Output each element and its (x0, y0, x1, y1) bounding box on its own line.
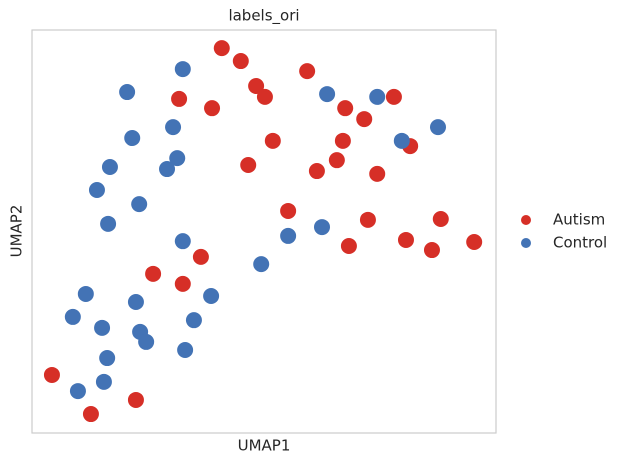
point (82, 406, 99, 423)
point (127, 294, 144, 311)
point (340, 238, 357, 255)
point (334, 132, 351, 149)
point (174, 233, 191, 250)
point (43, 366, 60, 383)
point (397, 231, 414, 248)
point (264, 132, 281, 149)
point (369, 165, 386, 182)
point (359, 211, 376, 228)
point (423, 242, 440, 259)
point (99, 350, 116, 367)
point (119, 84, 136, 101)
point (385, 88, 402, 105)
point (240, 157, 257, 174)
point (64, 308, 81, 325)
point (356, 111, 373, 128)
point (69, 383, 86, 400)
point (169, 150, 186, 167)
point (171, 90, 188, 107)
legend-label: Autism (553, 211, 605, 229)
x-axis-label: UMAP1 (238, 437, 291, 455)
point (248, 78, 265, 95)
point (337, 100, 354, 117)
point (280, 227, 297, 244)
point (280, 202, 297, 219)
point (314, 219, 330, 236)
point (204, 100, 221, 117)
chart-title: labels_ori (228, 7, 299, 26)
point (165, 119, 182, 136)
point (174, 275, 191, 292)
legend-marker (521, 215, 531, 225)
point (299, 63, 316, 80)
point (393, 132, 410, 149)
point (185, 312, 202, 329)
point (328, 152, 345, 169)
point (131, 196, 148, 213)
point (159, 161, 176, 178)
point (430, 119, 446, 136)
point (253, 256, 270, 273)
point (369, 88, 386, 105)
point (95, 373, 112, 390)
y-axis-label: UMAP2 (8, 205, 26, 258)
point (124, 130, 141, 147)
point (100, 215, 117, 232)
point (203, 287, 220, 304)
point (232, 53, 249, 70)
point (192, 248, 209, 265)
point (77, 285, 94, 302)
legend-marker (521, 238, 531, 248)
point (319, 86, 336, 103)
point (88, 181, 105, 198)
point (177, 341, 194, 358)
point (256, 88, 273, 105)
legend-label: Control (553, 234, 607, 252)
point (138, 333, 155, 350)
point (308, 163, 325, 180)
point (101, 159, 118, 176)
point (466, 233, 483, 250)
point (213, 40, 230, 57)
point (94, 319, 111, 336)
point (174, 61, 191, 78)
point (127, 391, 144, 408)
point (145, 265, 162, 282)
point (432, 211, 449, 228)
